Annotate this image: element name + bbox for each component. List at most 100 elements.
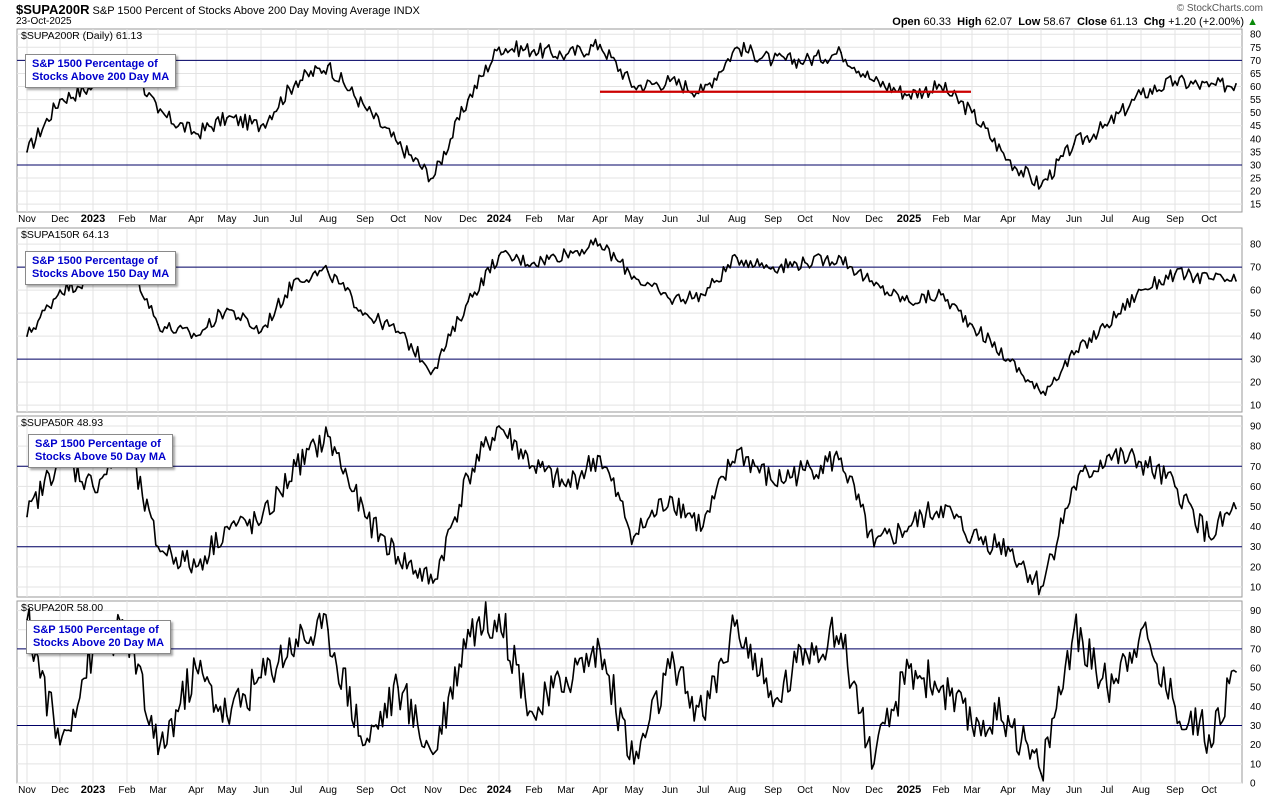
data-point xyxy=(498,46,500,49)
x-tick-label: May xyxy=(218,785,237,796)
legend-150dma-line1: S&P 1500 Percentage of xyxy=(32,255,158,267)
panel-title: $SUPA20R 58.00 xyxy=(21,602,103,614)
y-tick-label: 40 xyxy=(1250,702,1262,713)
y-tick-label: 60 xyxy=(1250,82,1262,93)
x-tick-label: Oct xyxy=(797,785,813,796)
x-tick-label: Mar xyxy=(149,785,167,796)
data-point xyxy=(804,261,806,264)
data-point xyxy=(364,515,366,518)
x-tick-label: Dec xyxy=(51,214,69,225)
x-tick-label: Nov xyxy=(424,785,442,796)
x-tick-label: Aug xyxy=(728,214,746,225)
x-tick-label: Dec xyxy=(51,785,69,796)
y-tick-label: 60 xyxy=(1250,664,1262,675)
data-point xyxy=(1040,772,1042,775)
data-point xyxy=(669,495,671,498)
x-tick-label: Jun xyxy=(1066,214,1082,225)
y-tick-label: 50 xyxy=(1250,108,1262,119)
x-tick-label: Oct xyxy=(797,214,813,225)
x-tick-label: Apr xyxy=(1000,214,1016,225)
high-value: 62.07 xyxy=(984,16,1013,28)
x-tick-label: Jul xyxy=(290,785,303,796)
high-label: High xyxy=(957,16,982,28)
exchange: INDX xyxy=(393,5,420,17)
quote-summary: Open 60.33 High 62.07 Low 58.67 Close 61… xyxy=(892,16,1244,28)
y-tick-label: 80 xyxy=(1250,30,1262,41)
data-point xyxy=(908,300,910,303)
chg-label: Chg xyxy=(1143,16,1166,28)
x-tick-label: Apr xyxy=(188,214,204,225)
data-point xyxy=(533,49,535,51)
x-tick-label: Jul xyxy=(697,785,710,796)
data-point xyxy=(364,106,366,109)
x-tick-label: Jul xyxy=(697,214,710,225)
data-point xyxy=(804,59,806,62)
data-point xyxy=(971,724,973,727)
x-tick-label: Mar xyxy=(149,214,167,225)
y-tick-label: 60 xyxy=(1250,482,1262,493)
data-point xyxy=(195,335,197,337)
data-point xyxy=(599,243,601,246)
data-point xyxy=(565,485,567,488)
x-tick-label: 2023 xyxy=(81,784,105,796)
x-tick-label: 2023 xyxy=(81,213,105,225)
data-point xyxy=(260,124,262,127)
y-tick-label: 75 xyxy=(1250,43,1262,54)
x-tick-label: Jun xyxy=(253,214,269,225)
symbol: $SUPA200R xyxy=(16,2,90,17)
data-point xyxy=(226,116,228,119)
series-line xyxy=(26,425,1237,596)
data-point xyxy=(327,270,329,273)
data-point xyxy=(533,465,535,468)
data-point xyxy=(59,289,61,291)
y-tick-label: 80 xyxy=(1250,625,1262,636)
data-point xyxy=(295,465,297,468)
y-tick-label: 70 xyxy=(1250,56,1262,67)
data-point xyxy=(702,715,704,717)
data-point xyxy=(498,425,500,427)
data-point xyxy=(772,705,774,708)
data-point xyxy=(59,743,61,746)
data-point xyxy=(1007,358,1009,360)
data-point xyxy=(940,293,942,296)
x-tick-label: 2024 xyxy=(487,213,512,225)
data-point xyxy=(1073,628,1075,631)
data-point xyxy=(940,85,942,88)
data-point xyxy=(840,257,842,259)
data-point xyxy=(92,485,94,488)
y-tick-label: 65 xyxy=(1250,69,1262,80)
data-point xyxy=(669,667,671,669)
data-point xyxy=(1208,85,1210,88)
y-tick-label: 80 xyxy=(1250,442,1262,453)
data-point xyxy=(736,257,738,259)
data-point xyxy=(226,525,228,528)
data-point xyxy=(971,111,973,114)
data-point xyxy=(157,753,159,756)
legend-50dma-line1: S&P 1500 Percentage of xyxy=(35,438,161,450)
x-tick-label: May xyxy=(1032,214,1051,225)
x-tick-label: Oct xyxy=(390,214,406,225)
x-tick-label: Apr xyxy=(592,785,608,796)
data-point xyxy=(1208,535,1210,538)
y-tick-label: 30 xyxy=(1250,355,1262,366)
y-tick-label: 30 xyxy=(1250,160,1262,171)
data-point xyxy=(364,312,366,314)
y-tick-label: 20 xyxy=(1250,562,1262,573)
data-point xyxy=(432,369,434,372)
data-point xyxy=(702,525,704,528)
x-tick-label: Nov xyxy=(18,214,36,225)
x-tick-label: May xyxy=(218,214,237,225)
y-tick-label: 45 xyxy=(1250,121,1262,132)
x-tick-label: Aug xyxy=(1132,214,1150,225)
x-tick-label: Oct xyxy=(390,785,406,796)
panel-title: $SUPA200R (Daily) 61.13 xyxy=(21,30,142,42)
data-point xyxy=(1235,280,1237,282)
x-tick-label: Feb xyxy=(932,214,950,225)
x-tick-label: Mar xyxy=(557,214,575,225)
x-tick-label: Sep xyxy=(356,214,374,225)
x-tick-label: Oct xyxy=(1201,785,1217,796)
y-tick-label: 40 xyxy=(1250,134,1262,145)
x-tick-label: Feb xyxy=(525,214,543,225)
data-point xyxy=(1073,353,1075,356)
